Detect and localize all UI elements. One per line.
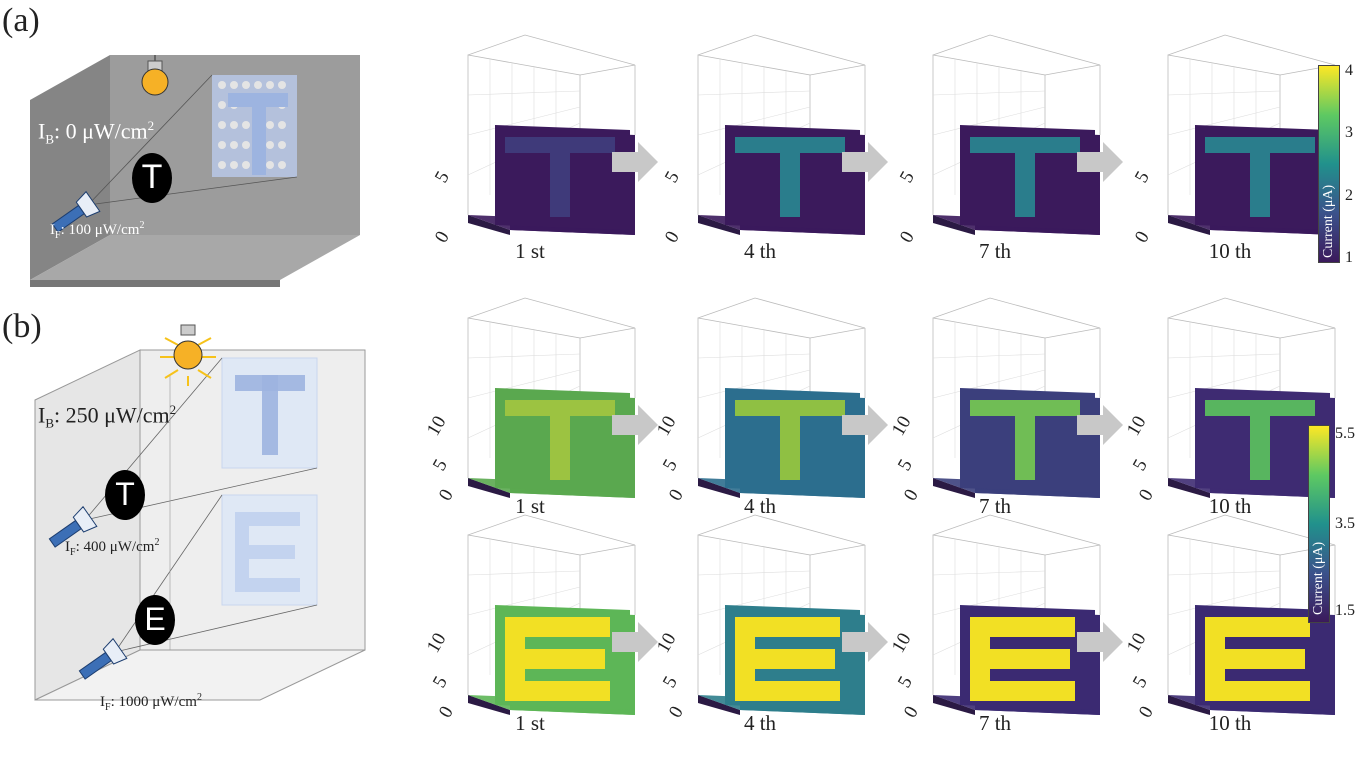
letter-mask-e [135, 595, 175, 645]
axis-tick-label: 10 [887, 412, 916, 440]
progression-arrow-icon [842, 405, 888, 445]
foreground-intensity-a: IF: 100 μW/cm2 [50, 220, 145, 241]
progression-arrow-icon [612, 405, 658, 445]
axis-tick-label: 10 [1122, 412, 1151, 440]
iteration-label: 1 st [515, 711, 545, 735]
colorbar-a [1318, 65, 1340, 263]
colorbar-a-title: Current (μA) [1321, 184, 1336, 258]
panel-b-tag: (b) [2, 308, 42, 345]
iteration-label: 7 th [978, 494, 1012, 518]
letter-mask-t-text: T [115, 476, 135, 512]
letter-mask-t [105, 470, 145, 520]
surface-plot: 10 5 0 7 th [888, 297, 1115, 548]
colorbar-a-tick: 2 [1345, 187, 1353, 204]
surface-plot: 10 5 0 1 st [423, 514, 650, 765]
progression-arrow-icon [842, 622, 888, 662]
iteration-label: 4 th [743, 239, 777, 263]
surface-plot: 10 5 0 1 st [423, 297, 650, 548]
flashlight-icon-e [78, 637, 128, 680]
background-intensity-a: IB: 0 μW/cm2 [38, 118, 155, 147]
panel-a-tag: (a) [2, 2, 40, 39]
letter-mask-e-text: E [144, 601, 166, 637]
colorbar-b-title: Current (μA) [1311, 541, 1326, 615]
surface-plot: 10 5 0 10 th [1123, 297, 1350, 548]
iteration-label: 7 th [978, 239, 1012, 263]
room-illustration-a [30, 55, 360, 295]
axis-tick-label: 10 [422, 412, 451, 440]
progression-arrow-icon [1077, 405, 1123, 445]
surface-plot: 5 0 10 th [1131, 34, 1350, 285]
glowing-bulb-icon [160, 324, 216, 386]
bulb-icon [141, 55, 169, 96]
progression-arrow-icon [612, 622, 658, 662]
axis-tick-label: 10 [1122, 629, 1151, 657]
progression-arrow-icon [842, 142, 888, 182]
colorbar-b [1308, 425, 1330, 623]
axis-tick-label: 10 [887, 629, 916, 657]
iteration-label: 1 st [515, 239, 545, 263]
progression-arrow-icon [1077, 622, 1123, 662]
letter-mask-a-text: T [141, 158, 163, 196]
surface-plot: 10 5 0 7 th [888, 514, 1115, 765]
colorbar-a-tick: 1 [1345, 249, 1353, 266]
iteration-label: 10 th [1208, 494, 1252, 518]
surface-plot: 10 5 0 4 th [653, 297, 880, 548]
colorbar-b-tick: 1.5 [1335, 602, 1355, 619]
foreground-intensity-b-t: IF: 400 μW/cm2 [65, 537, 160, 558]
iteration-label: 10 th [1208, 239, 1252, 263]
progression-arrow-icon [612, 142, 658, 182]
surface-plot: 10 5 0 10 th [1123, 514, 1350, 765]
axis-tick-label: 10 [422, 629, 451, 657]
background-intensity-b: IB: 250 μW/cm2 [38, 402, 177, 431]
flashlight-icon-t [48, 505, 98, 548]
room-illustration-b [30, 320, 390, 720]
colorbar-a-tick: 4 [1345, 62, 1353, 79]
flashlight-icon [51, 190, 101, 233]
iteration-label: 7 th [978, 711, 1012, 735]
surface-plot: 10 5 0 4 th [653, 514, 880, 765]
colorbar-b-tick: 3.5 [1335, 515, 1355, 532]
colorbar-b-tick: 5.5 [1335, 425, 1355, 442]
colorbar-a-tick: 3 [1345, 124, 1353, 141]
iteration-label: 10 th [1208, 711, 1252, 735]
iteration-label: 4 th [743, 494, 777, 518]
progression-arrow-icon [1077, 142, 1123, 182]
iteration-label: 1 st [515, 494, 545, 518]
foreground-intensity-b-e: IF: 1000 μW/cm2 [100, 692, 202, 713]
letter-mask-a [132, 153, 172, 203]
iteration-label: 4 th [743, 711, 777, 735]
